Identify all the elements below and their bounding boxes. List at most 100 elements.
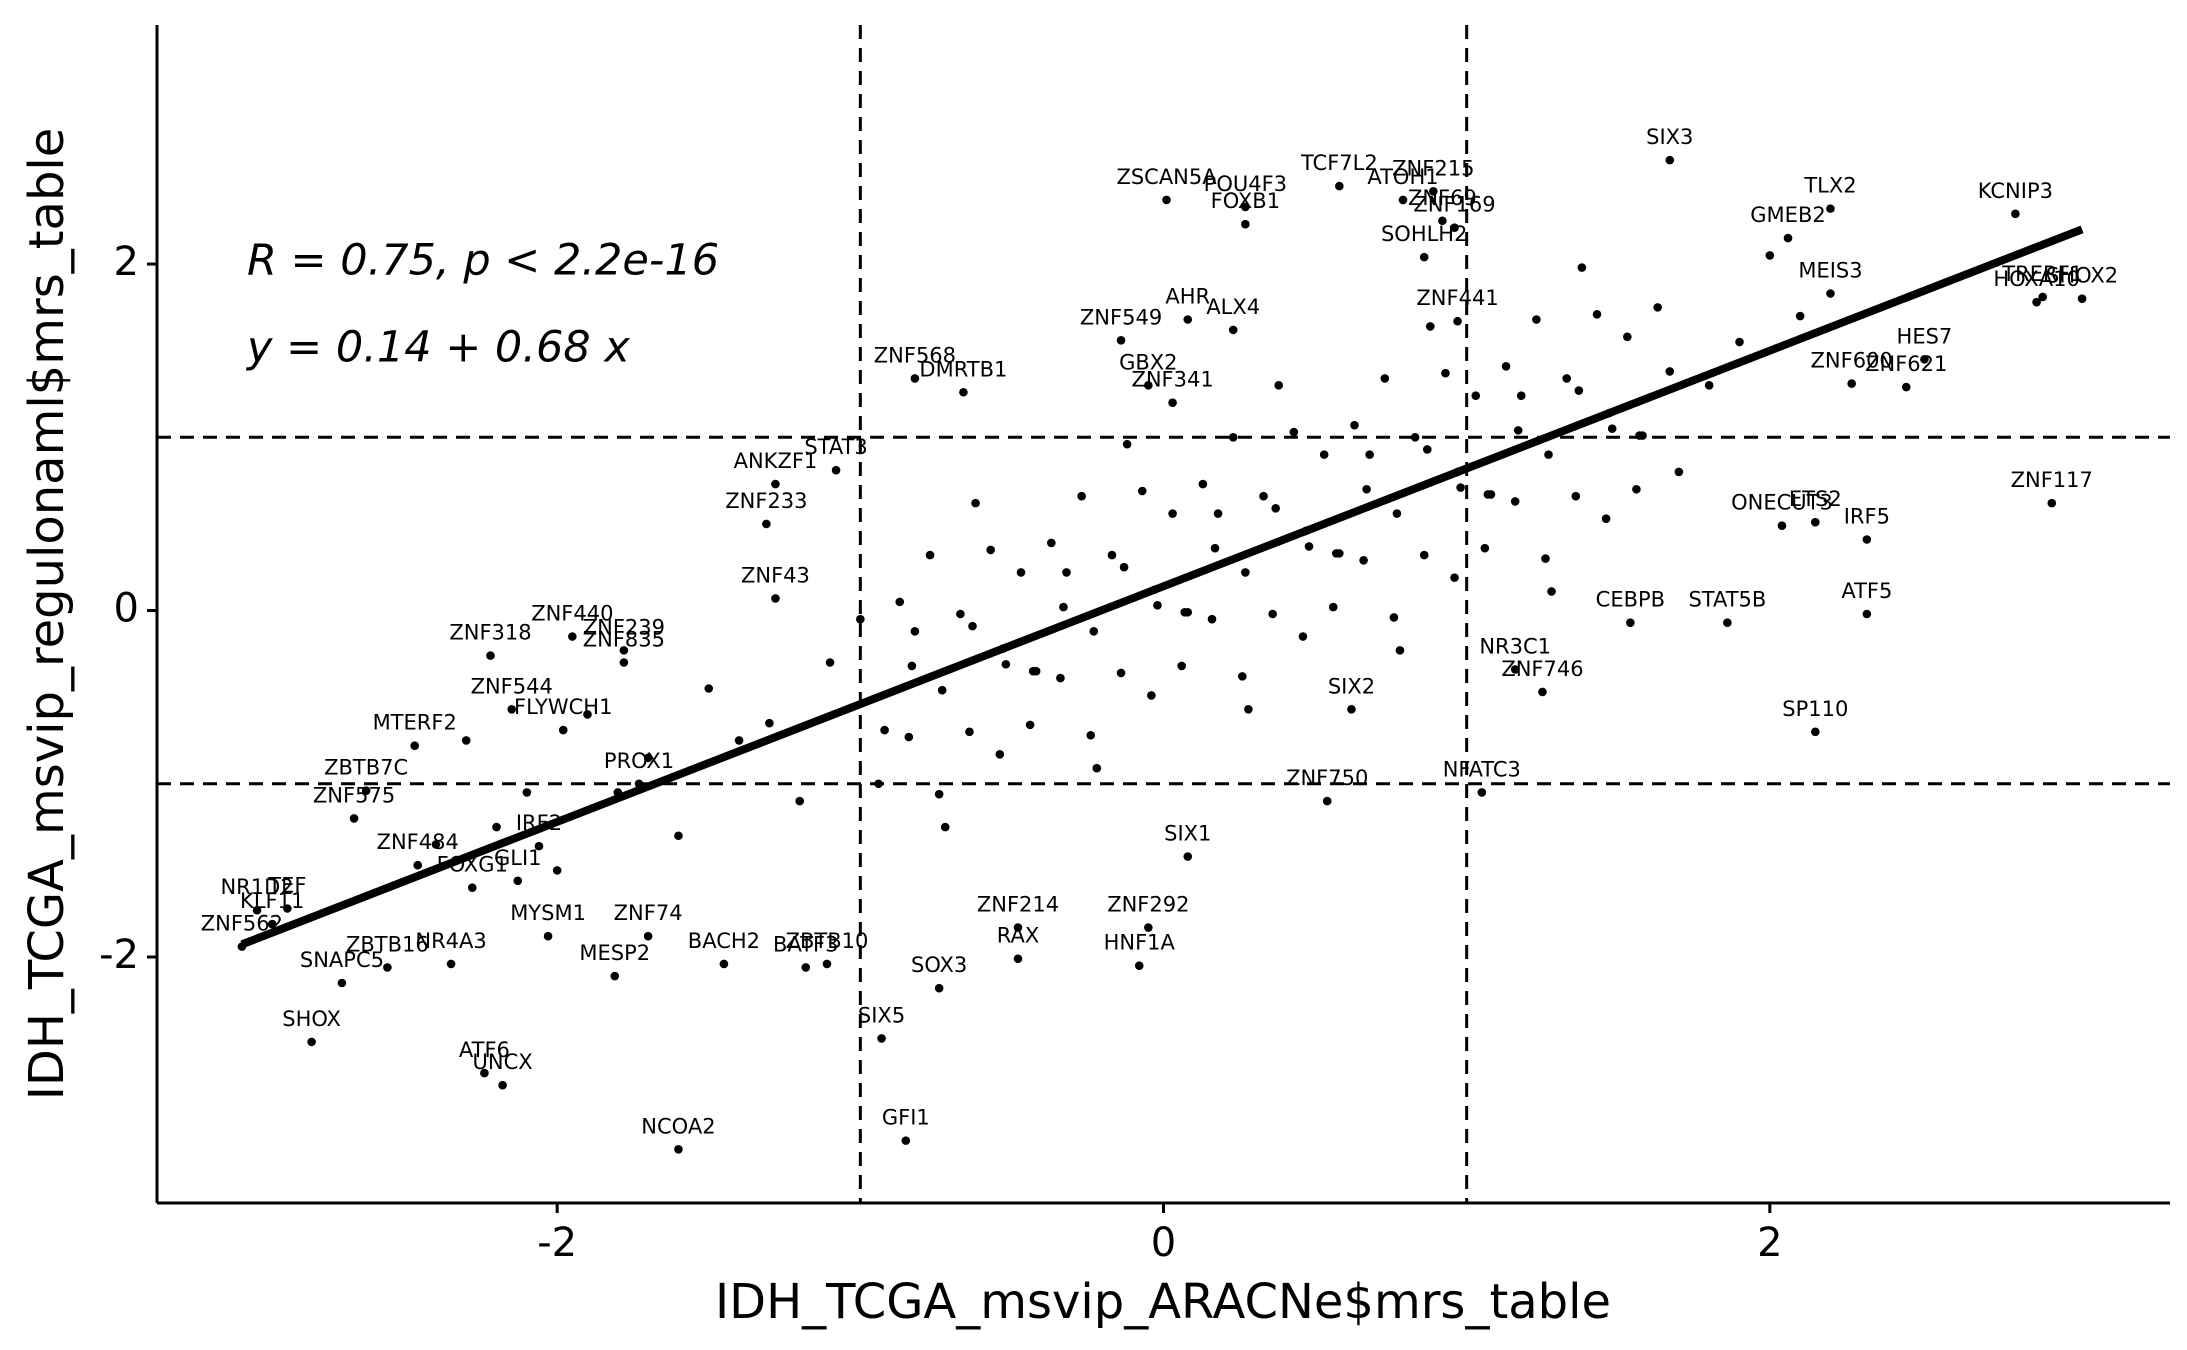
gene-label: MEIS3 <box>1798 259 1862 283</box>
point <box>1304 542 1314 551</box>
y-axis-title: IDH_TCGA_msvip_regulonaml$mrs_table <box>19 128 75 1101</box>
point <box>1177 661 1186 671</box>
gene-label: ZNF440 <box>531 602 613 626</box>
gene-label: ETS2 <box>1789 487 1842 511</box>
gene-point <box>771 479 780 489</box>
point <box>674 831 683 841</box>
gene-point <box>1162 195 1171 205</box>
gene-point <box>610 971 620 981</box>
gene-label: ZNF549 <box>1080 305 1162 329</box>
gene-point <box>801 963 811 972</box>
point <box>1241 568 1250 577</box>
gene-label: SIX3 <box>1646 125 1693 149</box>
point <box>1422 445 1432 454</box>
gene-label: FLYWCH1 <box>514 695 612 719</box>
point <box>1089 627 1099 636</box>
point <box>1441 368 1450 378</box>
point <box>1213 509 1223 518</box>
gene-label: ZBTB7C <box>324 756 408 780</box>
point <box>1210 543 1220 553</box>
point <box>1047 538 1056 548</box>
point <box>1319 450 1329 459</box>
point <box>1238 672 1247 681</box>
gene-label: ZNF318 <box>449 621 531 645</box>
point <box>965 727 974 737</box>
gene-point <box>1013 954 1023 964</box>
point <box>1062 568 1071 577</box>
point <box>1450 573 1459 582</box>
gene-label: POU4F3 <box>1204 172 1287 196</box>
gene-point <box>1777 521 1787 530</box>
point <box>1086 730 1096 740</box>
point <box>895 597 905 607</box>
point <box>1362 484 1371 494</box>
gene-point <box>1453 316 1462 326</box>
gene-point <box>1477 788 1487 797</box>
gene-point <box>543 931 553 941</box>
gene-label: ONECUT3 <box>1731 491 1833 515</box>
point <box>825 658 835 667</box>
gene-label: HNF1A <box>1104 931 1176 955</box>
gene-label: ZNF484 <box>377 830 459 854</box>
gene-label: ZNF215 <box>1392 156 1474 180</box>
gene-point <box>1116 335 1126 345</box>
y-tick-label: -2 <box>99 932 139 978</box>
gene-label: HES7 <box>1897 324 1953 348</box>
gene-point <box>446 959 456 969</box>
gene-label: GFI1 <box>882 1106 930 1130</box>
x-tick-label: -2 <box>537 1220 577 1266</box>
gene-point <box>934 983 944 993</box>
gene-label: ZNF575 <box>313 783 395 807</box>
point <box>1562 374 1572 383</box>
gene-point <box>1335 181 1344 191</box>
point <box>995 750 1005 759</box>
gene-label: ATOH1 <box>1367 165 1438 189</box>
gene-point <box>831 465 841 475</box>
gene-label: NR1D2 <box>220 875 293 899</box>
point <box>880 725 889 735</box>
gene-label: FOXB1 <box>1211 189 1280 213</box>
gene-label: ZNF214 <box>977 893 1059 917</box>
y-tick-label: 2 <box>114 239 139 285</box>
point <box>1274 381 1284 390</box>
gene-label: HOXA10 <box>1993 267 2079 291</box>
point <box>1116 668 1126 678</box>
gene-point <box>959 387 968 397</box>
point <box>704 684 714 693</box>
point <box>1623 332 1632 342</box>
gene-label: SIX5 <box>858 1003 905 1027</box>
point <box>1119 562 1129 572</box>
gene-label: MESP2 <box>579 941 650 965</box>
gene-point <box>1538 687 1547 697</box>
point <box>1183 607 1193 617</box>
gene-label: GBX2 <box>1119 350 1177 374</box>
point <box>1001 659 1011 669</box>
point <box>1410 433 1420 442</box>
point <box>1425 322 1435 331</box>
gene-label: STAT5B <box>1688 588 1766 612</box>
point <box>1350 420 1359 430</box>
gene-label: KLF11 <box>240 889 304 913</box>
gene-point <box>2038 292 2047 302</box>
gene-point <box>1183 315 1193 324</box>
gene-label: ZBTB16 <box>346 932 429 956</box>
gene-point <box>383 963 392 972</box>
gene-label: TLX2 <box>1803 174 1856 198</box>
gene-point <box>1228 325 1238 335</box>
gene-point <box>486 651 495 660</box>
gene-point <box>2047 498 2057 508</box>
point <box>910 627 920 636</box>
gene-label: SHOX <box>282 1007 341 1031</box>
gene-label: SHOX2 <box>2046 264 2118 288</box>
gene-point <box>513 876 523 886</box>
gene-label: ZNF835 <box>583 628 665 652</box>
gene-point <box>619 646 629 655</box>
point <box>1513 426 1523 435</box>
gene-point <box>413 860 423 870</box>
point <box>1328 602 1338 612</box>
gene-point <box>1419 252 1429 262</box>
point <box>971 498 980 508</box>
y-tick-label: 0 <box>114 586 139 632</box>
gene-label: ZNF600 <box>1811 349 1893 373</box>
gene-point <box>771 594 780 603</box>
